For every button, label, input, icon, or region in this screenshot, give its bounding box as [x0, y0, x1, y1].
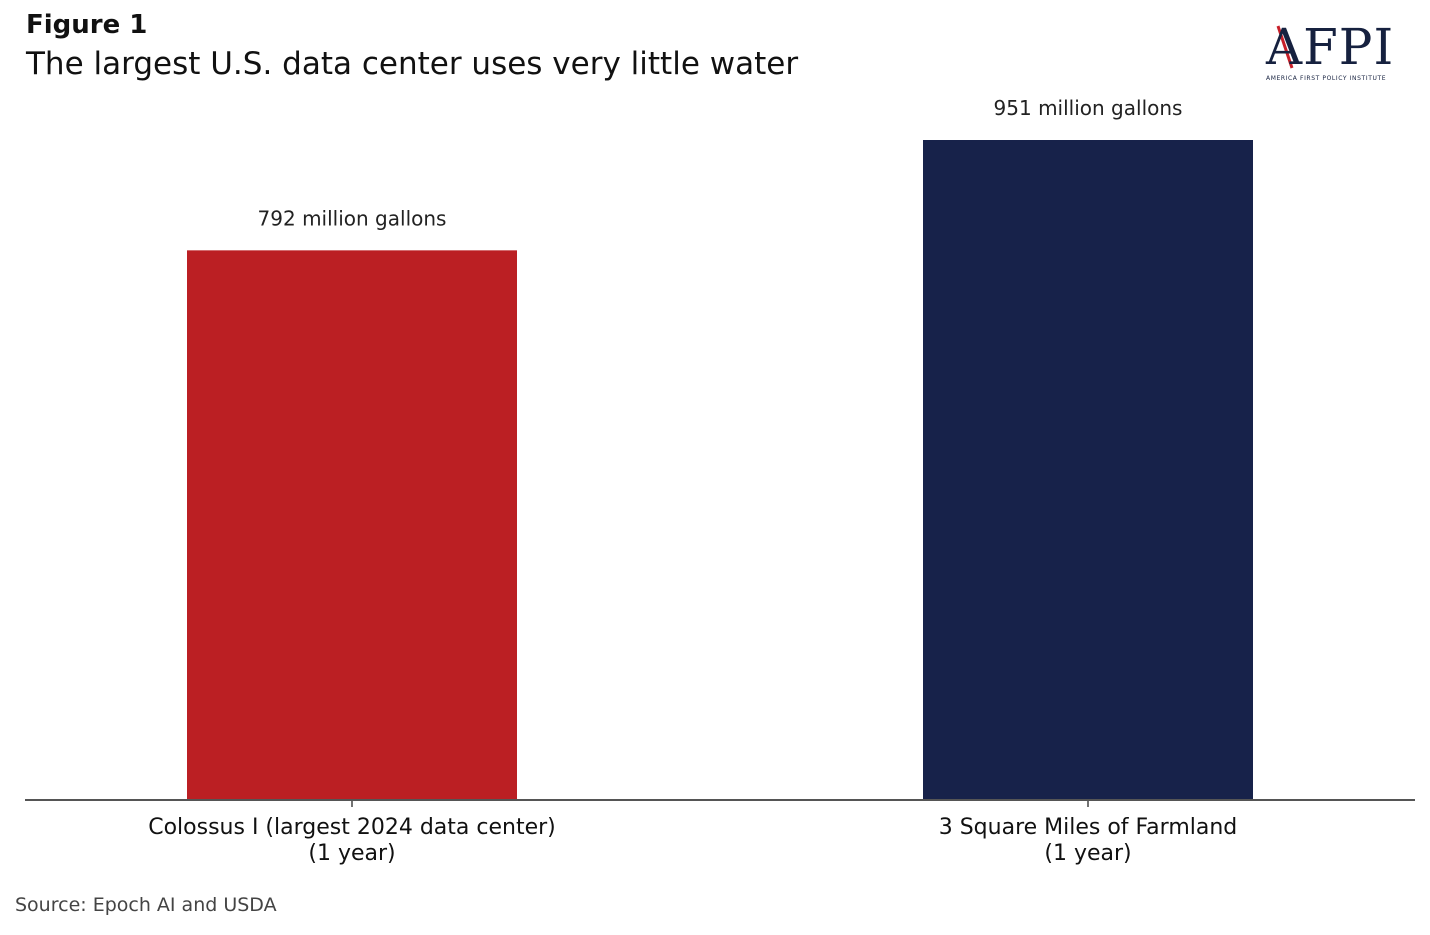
chart-title: The largest U.S. data center uses very l…	[26, 46, 799, 82]
x-tick-label: 3 Square Miles of Farmland	[939, 815, 1238, 840]
x-tick-label: (1 year)	[1044, 841, 1131, 866]
logo-letters: AFPI	[1266, 18, 1395, 76]
source-note: Source: Epoch AI and USDA	[15, 894, 277, 916]
bar	[187, 250, 517, 801]
figure-label: Figure 1	[26, 10, 148, 40]
bar	[923, 140, 1253, 800]
x-tick-label: Colossus I (largest 2024 data center)	[148, 815, 556, 840]
data-label: 951 million gallons	[994, 96, 1183, 120]
afpi-logo: AFPI AMERICA FIRST POLICY INSTITUTE	[1262, 18, 1407, 86]
logo-subtitle: AMERICA FIRST POLICY INSTITUTE	[1266, 75, 1387, 82]
logo-stripe-icon	[1276, 25, 1294, 69]
x-tick-label: (1 year)	[308, 841, 395, 866]
data-label: 792 million gallons	[258, 206, 447, 230]
